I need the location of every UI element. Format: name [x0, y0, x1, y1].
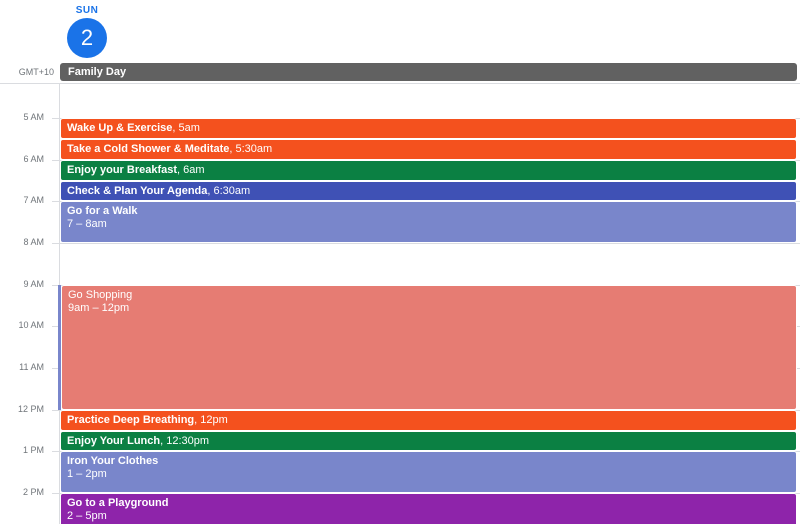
event-time: , 12pm	[194, 414, 228, 426]
event-time: 2 – 5pm	[67, 510, 107, 522]
event-deep-breathing[interactable]: Practice Deep Breathing, 12pm	[60, 410, 797, 431]
hour-row: 8 AM	[0, 237, 800, 247]
hour-label: 2 PM	[22, 487, 44, 497]
event-cold-shower[interactable]: Take a Cold Shower & Meditate, 5:30am	[60, 139, 797, 160]
event-title: Enjoy your Breakfast	[67, 164, 178, 176]
all-day-row: Family Day	[0, 60, 800, 84]
day-name[interactable]: SUN	[75, 5, 99, 16]
timezone-label: GMT+10	[18, 67, 54, 77]
hour-label: 10 AM	[18, 320, 44, 330]
day-number[interactable]: 2	[67, 18, 107, 58]
event-time: , 6am	[177, 164, 205, 176]
event-iron-clothes[interactable]: Iron Your Clothes 1 – 2pm	[60, 451, 797, 493]
event-time: 9am – 12pm	[68, 302, 130, 314]
day-header: SUN 2	[0, 0, 800, 60]
event-title: Go Shopping	[68, 289, 133, 301]
hour-label: 5 AM	[23, 112, 44, 122]
event-time: 1 – 2pm	[67, 468, 107, 480]
time-grid[interactable]: 5 AM 6 AM 7 AM 8 AM 9 AM 10 AM 11 AM 12 …	[0, 84, 800, 524]
event-title: Practice Deep Breathing	[67, 414, 195, 426]
event-title: Go for a Walk	[67, 205, 138, 217]
event-title: Enjoy Your Lunch	[67, 435, 161, 447]
event-time: 7 – 8am	[67, 218, 107, 230]
hour-label: 6 AM	[23, 154, 44, 164]
overlap-indicator	[58, 285, 61, 410]
hour-label: 12 PM	[17, 404, 44, 414]
event-title: Check & Plan Your Agenda	[67, 185, 208, 197]
all-day-event[interactable]: Family Day	[60, 63, 797, 81]
event-wake-up[interactable]: Wake Up & Exercise, 5am	[60, 118, 797, 139]
hour-label: 7 AM	[23, 195, 44, 205]
event-breakfast[interactable]: Enjoy your Breakfast, 6am	[60, 160, 797, 181]
event-plan-agenda[interactable]: Check & Plan Your Agenda, 6:30am	[60, 181, 797, 201]
event-shopping[interactable]: Go Shopping 9am – 12pm	[61, 285, 797, 410]
event-time: , 12:30pm	[160, 435, 210, 447]
event-title: Iron Your Clothes	[67, 455, 159, 467]
hour-label: 11 AM	[19, 362, 44, 372]
event-title: Go to a Playground	[67, 497, 169, 509]
event-time: , 5am	[172, 122, 200, 134]
event-walk[interactable]: Go for a Walk 7 – 8am	[60, 201, 797, 243]
event-playground[interactable]: Go to a Playground 2 – 5pm	[60, 493, 797, 524]
event-time: , 5:30am	[229, 143, 273, 155]
hour-label: 9 AM	[23, 279, 44, 289]
event-title: Wake Up & Exercise	[67, 122, 173, 134]
event-time: , 6:30am	[207, 185, 251, 197]
event-title: Take a Cold Shower & Meditate	[67, 143, 230, 155]
event-lunch[interactable]: Enjoy Your Lunch, 12:30pm	[60, 431, 797, 451]
hour-label: 1 PM	[22, 445, 44, 455]
hour-label: 8 AM	[23, 237, 44, 247]
